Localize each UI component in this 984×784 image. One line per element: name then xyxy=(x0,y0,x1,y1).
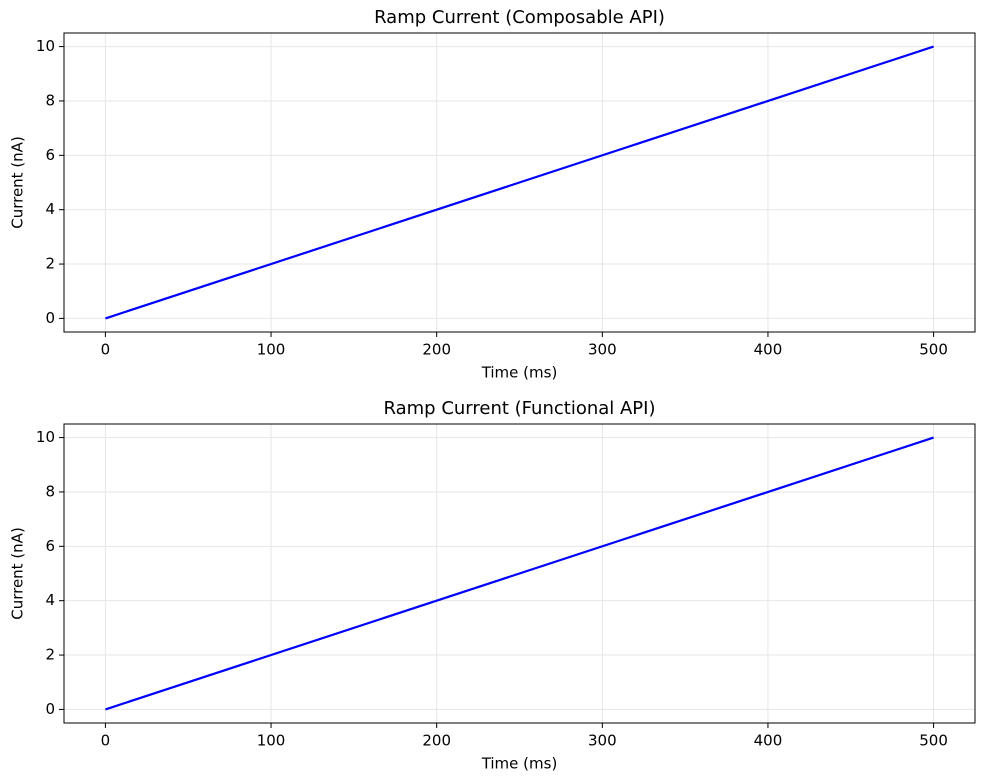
axes-frame xyxy=(63,423,976,724)
y-tick-label: 8 xyxy=(45,482,55,500)
y-tick-label: 2 xyxy=(45,255,55,273)
x-tick-label: 500 xyxy=(919,732,948,750)
y-tick-label: 4 xyxy=(45,200,55,218)
y-axis-label: Current (nA) xyxy=(9,136,27,229)
y-tick-label: 8 xyxy=(45,91,55,109)
y-tick-label: 10 xyxy=(36,428,55,446)
axes-frame xyxy=(63,32,976,333)
x-tick-label: 200 xyxy=(422,732,451,750)
chart-title: Ramp Current (Composable API) xyxy=(374,7,665,28)
data-line xyxy=(105,436,934,711)
y-tick-label: 10 xyxy=(36,37,55,55)
y-tick-label: 2 xyxy=(45,646,55,664)
x-tick-label: 200 xyxy=(422,341,451,359)
y-tick-label: 6 xyxy=(45,146,55,164)
x-tick-label: 300 xyxy=(588,732,617,750)
y-tick-label: 0 xyxy=(45,700,55,718)
x-axis-label: Time (ms) xyxy=(481,755,558,773)
x-tick-label: 100 xyxy=(257,732,286,750)
data-line xyxy=(105,45,934,320)
y-axis-label: Current (nA) xyxy=(9,527,27,620)
x-tick-label: 400 xyxy=(754,341,783,359)
x-tick-label: 300 xyxy=(588,341,617,359)
x-axis-label: Time (ms) xyxy=(481,364,558,382)
x-tick-label: 0 xyxy=(101,732,111,750)
x-tick-label: 100 xyxy=(257,341,286,359)
x-tick-label: 400 xyxy=(754,732,783,750)
y-tick-label: 6 xyxy=(45,537,55,555)
y-tick-label: 4 xyxy=(45,591,55,609)
x-tick-label: 500 xyxy=(919,341,948,359)
x-tick-label: 0 xyxy=(101,341,111,359)
chart-title: Ramp Current (Functional API) xyxy=(384,398,656,419)
y-tick-label: 0 xyxy=(45,309,55,327)
